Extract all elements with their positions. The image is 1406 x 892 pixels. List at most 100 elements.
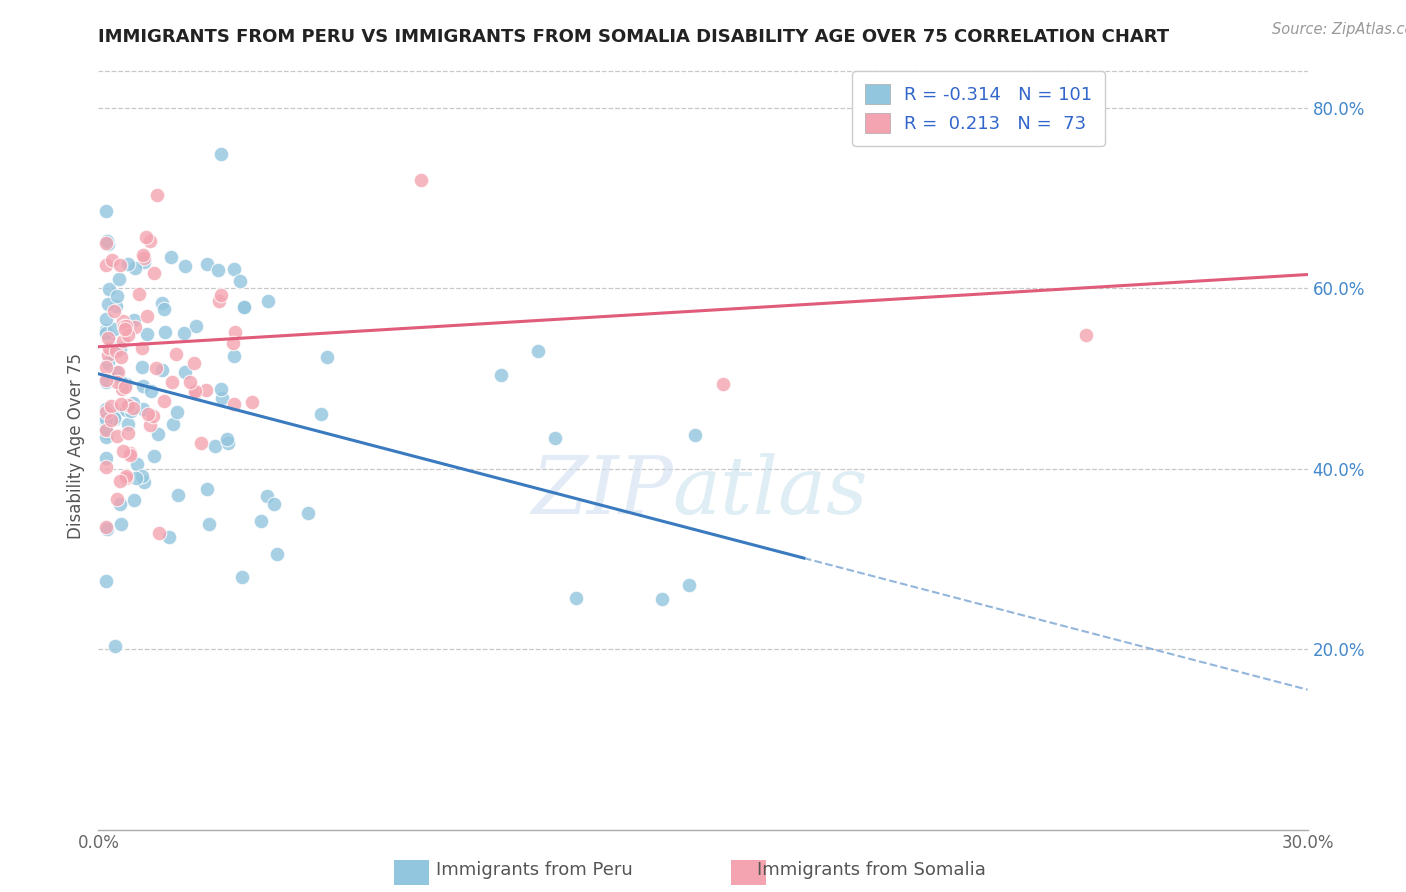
- Point: [112, 334, 135, 349]
- Point: [263, 497, 285, 511]
- Point: [96, 405, 118, 419]
- Point: [266, 547, 288, 561]
- Point: [97, 348, 120, 362]
- Point: [98, 341, 121, 355]
- Point: [121, 404, 143, 418]
- Point: [103, 321, 125, 335]
- Point: [96, 574, 118, 588]
- Point: [131, 359, 153, 374]
- Text: Source: ZipAtlas.com: Source: ZipAtlas.com: [1272, 22, 1406, 37]
- Point: [97, 356, 120, 370]
- Point: [209, 288, 232, 302]
- Point: [135, 230, 157, 244]
- Point: [316, 350, 339, 364]
- Point: [217, 435, 239, 450]
- Point: [152, 363, 174, 377]
- Point: [224, 326, 246, 340]
- Point: [104, 639, 127, 653]
- Point: [117, 257, 139, 271]
- Point: [115, 469, 138, 483]
- Point: [195, 383, 218, 397]
- Point: [195, 482, 218, 496]
- Point: [183, 356, 205, 370]
- Point: [173, 326, 195, 340]
- Point: [167, 488, 190, 502]
- Point: [132, 248, 155, 262]
- Point: [134, 255, 156, 269]
- Point: [108, 498, 131, 512]
- Point: [117, 417, 139, 432]
- Point: [207, 262, 229, 277]
- Point: [211, 392, 233, 406]
- Point: [98, 343, 121, 357]
- Point: [120, 448, 142, 462]
- Point: [197, 516, 219, 531]
- Point: [131, 341, 153, 355]
- Point: [138, 418, 160, 433]
- Point: [195, 258, 218, 272]
- Point: [104, 344, 127, 359]
- Point: [409, 173, 432, 187]
- Point: [651, 592, 673, 607]
- Point: [96, 373, 118, 387]
- Point: [112, 319, 135, 334]
- Point: [136, 407, 159, 421]
- Point: [108, 475, 131, 489]
- Point: [222, 335, 245, 350]
- Point: [711, 376, 734, 391]
- Point: [110, 342, 132, 356]
- Point: [124, 319, 146, 334]
- Point: [222, 262, 245, 277]
- Point: [229, 274, 252, 288]
- Point: [97, 330, 120, 344]
- Point: [96, 460, 118, 475]
- Point: [96, 519, 118, 533]
- Text: Immigrants from Peru: Immigrants from Peru: [436, 861, 633, 879]
- Point: [118, 445, 141, 459]
- Point: [125, 470, 148, 484]
- Y-axis label: Disability Age Over 75: Disability Age Over 75: [66, 353, 84, 539]
- Point: [148, 525, 170, 540]
- Point: [117, 426, 139, 441]
- Point: [145, 360, 167, 375]
- Point: [105, 299, 128, 313]
- Point: [96, 411, 118, 425]
- Point: [153, 393, 176, 408]
- Point: [111, 314, 134, 328]
- Point: [108, 258, 131, 272]
- Point: [184, 385, 207, 400]
- Point: [103, 304, 125, 318]
- Point: [132, 475, 155, 489]
- Point: [233, 301, 256, 315]
- Point: [683, 428, 706, 442]
- Point: [157, 530, 180, 544]
- Point: [184, 319, 207, 334]
- Point: [100, 413, 122, 427]
- Point: [96, 375, 118, 389]
- Point: [111, 444, 134, 458]
- Point: [107, 366, 129, 380]
- Point: [134, 251, 156, 265]
- Point: [100, 399, 122, 413]
- Point: [125, 457, 148, 471]
- Point: [131, 468, 153, 483]
- Point: [143, 266, 166, 280]
- Point: [153, 301, 176, 316]
- Point: [162, 417, 184, 431]
- Point: [101, 252, 124, 267]
- Point: [143, 449, 166, 463]
- Point: [222, 349, 245, 363]
- Point: [256, 489, 278, 503]
- Point: [111, 382, 134, 396]
- Point: [101, 341, 124, 355]
- Point: [146, 187, 169, 202]
- Point: [96, 326, 118, 340]
- Point: [165, 347, 187, 361]
- Point: [204, 439, 226, 453]
- Point: [118, 399, 141, 413]
- Point: [173, 365, 195, 379]
- Point: [160, 375, 183, 389]
- Legend: R = -0.314   N = 101, R =  0.213   N =  73: R = -0.314 N = 101, R = 0.213 N = 73: [852, 71, 1105, 145]
- Point: [108, 272, 131, 286]
- Point: [257, 294, 280, 309]
